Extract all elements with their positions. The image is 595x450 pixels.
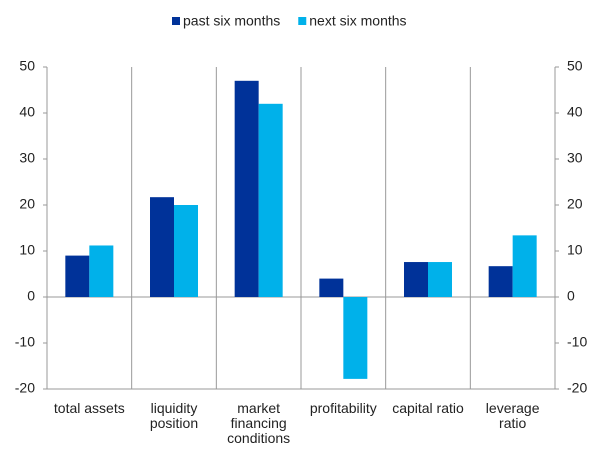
y-tick-label: -10 <box>15 334 35 350</box>
y2-tick-label: 30 <box>567 150 583 166</box>
bar <box>150 197 174 297</box>
y2-tick-label: 10 <box>567 242 583 258</box>
y-tick-label: 20 <box>19 196 35 212</box>
x-tick-label: total assets <box>53 400 125 416</box>
y-tick-label: 40 <box>19 104 35 120</box>
bar <box>65 255 90 297</box>
bar <box>512 235 537 297</box>
y2-tick-label: 20 <box>567 196 583 212</box>
bar <box>428 262 452 297</box>
y-tick-label: 50 <box>19 58 35 74</box>
x-tick-label: capital ratio <box>392 400 464 416</box>
x-tick-label: profitability <box>309 400 377 416</box>
legend-swatch <box>298 17 307 25</box>
legend-label: next six months <box>309 13 406 29</box>
y-tick-label: 0 <box>27 288 35 304</box>
y2-tick-label: 0 <box>567 288 575 304</box>
x-tick-label: market financing conditions <box>227 400 291 446</box>
y-tick-label: 30 <box>19 150 35 166</box>
bar <box>89 245 114 297</box>
y2-tick-label: -10 <box>567 334 587 350</box>
bar <box>174 205 198 297</box>
bar <box>343 297 368 379</box>
y2-tick-label: -20 <box>567 380 587 396</box>
y2-tick-label: 40 <box>567 104 583 120</box>
bar <box>258 103 283 297</box>
y-tick-label: 10 <box>19 242 35 258</box>
legend-label: past six months <box>183 13 280 29</box>
bar <box>488 266 513 297</box>
x-tick-label: leverage ratio <box>485 400 540 431</box>
bar <box>319 278 344 297</box>
y2-tick-label: 50 <box>567 58 583 74</box>
x-tick-label: liquidity position <box>149 400 199 431</box>
legend-swatch <box>172 17 180 25</box>
y-tick-label: -20 <box>15 380 35 396</box>
bar <box>234 80 259 297</box>
bar <box>404 262 428 297</box>
